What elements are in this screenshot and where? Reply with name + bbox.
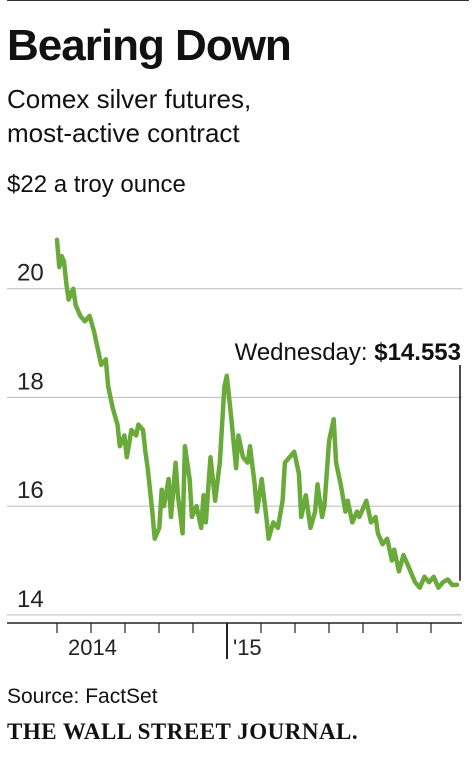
series-line-0 — [54, 237, 460, 590]
annotation-label: Wednesday: — [235, 339, 375, 366]
y-tick-label-20: 20 — [17, 260, 44, 287]
series-layer — [54, 237, 460, 590]
chart-subtitle: Comex silver futures, most-active contra… — [7, 82, 447, 150]
chart-title: Bearing Down — [7, 21, 292, 70]
annotation-text: Wednesday: $14.553 — [235, 339, 461, 366]
x-tick-label-1: '15 — [233, 635, 262, 660]
x-tick-label-0: 2014 — [68, 635, 117, 660]
y-tick-label-16: 16 — [17, 477, 44, 504]
unit-label: $22 a troy ounce — [7, 171, 186, 198]
subtitle-line-1: Comex silver futures, — [7, 84, 252, 114]
y-tick-label-14: 14 — [17, 586, 44, 613]
line-chart: 14 16 18 20 2014 '15 Wednesday: $14.553 — [7, 237, 462, 660]
publisher-logo: THE WALL STREET JOURNAL. — [7, 719, 359, 744]
grid-layer: 14 16 18 20 — [7, 260, 462, 616]
y-tick-label-18: 18 — [17, 368, 44, 395]
source-note: Source: FactSet — [7, 685, 158, 708]
annotation-layer: Wednesday: $14.553 — [235, 339, 461, 581]
annotation-value: $14.553 — [374, 339, 461, 366]
subtitle-line-2: most-active contract — [7, 118, 240, 148]
x-axis: 2014 '15 — [7, 622, 462, 660]
top-rule — [7, 0, 469, 1]
